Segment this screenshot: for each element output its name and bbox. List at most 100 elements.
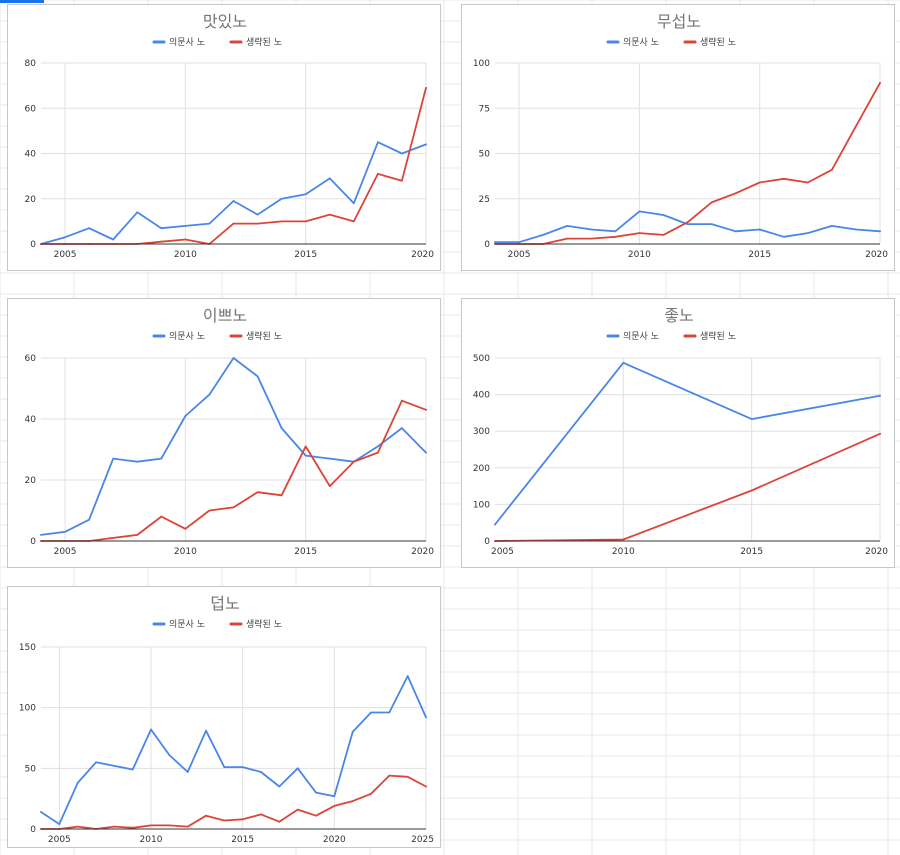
data-point-deopno-blue-2006 (76, 782, 79, 784)
x-tick-label-museopno-2020: 2020 (865, 250, 888, 260)
y-tick-label-deopno-150: 150 (19, 643, 36, 653)
data-point-masinno-red-2013 (256, 222, 259, 225)
data-point-deopno-red-2008 (113, 825, 116, 828)
data-point-ippeuno-red-2009 (160, 515, 163, 518)
x-tick-label-masinno-2015: 2015 (294, 250, 317, 260)
data-point-ippeuno-blue-2014 (280, 427, 283, 429)
data-point-deopno-red-2021 (351, 800, 354, 802)
x-tick-label-deopno-2015: 2015 (231, 835, 254, 845)
chart-title-deopno: 덥노 (210, 594, 239, 613)
series-line-museopno-blue (494, 210, 881, 244)
data-point-masinno-blue-2020 (425, 143, 427, 146)
data-point-masinno-blue-2018 (377, 141, 379, 144)
data-point-deopno-red-2017 (278, 820, 281, 823)
legend-masinno: 의문사 노 생략된 노 (152, 36, 282, 48)
data-point-deopno-blue-2025 (425, 716, 427, 719)
data-point-ippeuno-red-2017 (352, 460, 355, 463)
y-tick-label-jotno-0: 0 (484, 537, 490, 547)
x-tick-label-museopno-2010: 2010 (628, 250, 651, 260)
data-point-ippeuno-red-2011 (208, 509, 211, 512)
y-tick-label-jotno-400: 400 (473, 391, 490, 401)
x-tick-label-deopno-2005: 2005 (48, 835, 71, 845)
data-point-masinno-red-2016 (328, 213, 331, 216)
data-point-ippeuno-red-2008 (136, 534, 139, 536)
data-point-jotno-blue-2005 (494, 523, 496, 526)
series-line-deopno-blue (40, 675, 427, 825)
chart-jotno[interactable]: 좋노 의문사 노 생략된 노 0 100 200 300 400 500 2005 2010 2015… (461, 298, 895, 568)
x-tick-label-jotno-2020: 2020 (865, 547, 888, 557)
data-point-masinno-red-2010 (184, 238, 187, 241)
data-point-deopno-red-2010 (150, 824, 152, 827)
legend-ippeuno: 의문사 노 생략된 노 (152, 330, 282, 342)
data-point-museopno-blue-2019 (855, 228, 857, 231)
data-point-ippeuno-blue-2009 (160, 457, 163, 460)
chart-masinno[interactable]: 맛있노 의문사 노 생략된 노 0 20 40 60 80 2005 2010 2015 2020 (7, 4, 441, 271)
data-point-museopno-red-2019 (855, 125, 857, 128)
data-point-masinno-blue-2014 (280, 197, 283, 200)
legend-label-masinno-1: 생략된 노 (246, 36, 282, 48)
legend-label-deopno-0: 의문사 노 (169, 619, 205, 630)
data-point-museopno-blue-2017 (806, 232, 809, 235)
data-point-masinno-red-2019 (401, 179, 403, 182)
data-point-masinno-blue-2007 (112, 238, 115, 241)
y-tick-label-ippeuno-60: 60 (25, 354, 37, 364)
data-point-deopno-blue-2012 (186, 771, 189, 773)
y-tick-label-museopno-0: 0 (484, 240, 490, 250)
x-tick-label-deopno-2020: 2020 (323, 835, 346, 845)
legend-label-museopno-1: 생략된 노 (700, 36, 736, 48)
data-point-deopno-blue-2020 (333, 795, 336, 798)
chart-ippeuno[interactable]: 이쁘노 의문사 노 생략된 노 0 20 40 60 2005 2010 2015 2020 (7, 298, 441, 568)
data-point-masinno-blue-2015 (304, 193, 307, 196)
data-point-ippeuno-red-2015 (304, 445, 307, 448)
data-point-museopno-red-2012 (686, 221, 689, 224)
data-point-masinno-blue-2013 (256, 213, 259, 216)
x-tick-label-ippeuno-2005: 2005 (54, 547, 77, 557)
data-point-masinno-red-2014 (280, 220, 283, 223)
data-point-ippeuno-blue-2012 (232, 357, 235, 359)
data-point-jotno-blue-2020 (879, 394, 881, 397)
x-tick-label-masinno-2010: 2010 (174, 250, 197, 260)
x-tick-label-masinno-2005: 2005 (54, 250, 77, 260)
y-tick-label-museopno-50: 50 (479, 150, 491, 160)
data-point-ippeuno-blue-2018 (377, 445, 379, 448)
data-point-deopno-red-2012 (186, 825, 189, 828)
y-tick-label-masinno-0: 0 (30, 240, 36, 250)
legend-label-jotno-0: 의문사 노 (623, 331, 659, 342)
data-point-museopno-red-2007 (566, 237, 569, 240)
x-tick-label-jotno-2015: 2015 (740, 547, 763, 557)
y-tick-label-jotno-300: 300 (473, 427, 490, 437)
data-point-ippeuno-red-2010 (184, 527, 187, 530)
data-point-ippeuno-blue-2004 (40, 534, 42, 536)
data-point-ippeuno-red-2014 (280, 494, 283, 497)
x-tick-label-masinno-2020: 2020 (411, 250, 434, 260)
data-point-deopno-blue-2021 (351, 731, 354, 733)
data-point-masinno-blue-2009 (160, 227, 163, 230)
series-line-jotno-blue (494, 361, 881, 526)
y-tick-label-jotno-100: 100 (473, 500, 490, 510)
data-point-ippeuno-red-2013 (256, 491, 259, 494)
chart-deopno[interactable]: 덥노 의문사 노 생략된 노 0 50 100 150 2005 2010 2015 2020 202… (7, 586, 441, 848)
data-point-jotno-red-2010 (622, 538, 625, 541)
data-point-masinno-red-2009 (160, 240, 163, 243)
data-point-museopno-red-2020 (879, 82, 881, 84)
y-tick-label-museopno-75: 75 (479, 104, 490, 114)
data-point-deopno-red-2019 (315, 814, 317, 817)
data-point-museopno-blue-2011 (662, 214, 665, 216)
data-point-deopno-red-2015 (241, 818, 244, 821)
chart-museopno[interactable]: 무섭노 의문사 노 생략된 노 0 25 50 75 100 2005 2010 2015 2020 (461, 4, 895, 271)
data-point-masinno-red-2020 (425, 87, 427, 89)
legend-label-ippeuno-0: 의문사 노 (169, 331, 205, 342)
data-point-deopno-blue-2010 (150, 728, 152, 731)
data-point-deopno-red-2013 (205, 814, 207, 817)
x-tick-label-jotno-2005: 2005 (491, 547, 514, 557)
x-tick-label-jotno-2010: 2010 (612, 547, 635, 557)
data-point-ippeuno-blue-2019 (401, 427, 403, 429)
data-point-museopno-blue-2015 (758, 228, 761, 231)
data-point-masinno-blue-2006 (88, 227, 90, 230)
data-point-deopno-red-2025 (425, 785, 427, 788)
data-point-masinno-blue-2012 (232, 200, 235, 202)
data-point-deopno-blue-2018 (296, 767, 299, 770)
